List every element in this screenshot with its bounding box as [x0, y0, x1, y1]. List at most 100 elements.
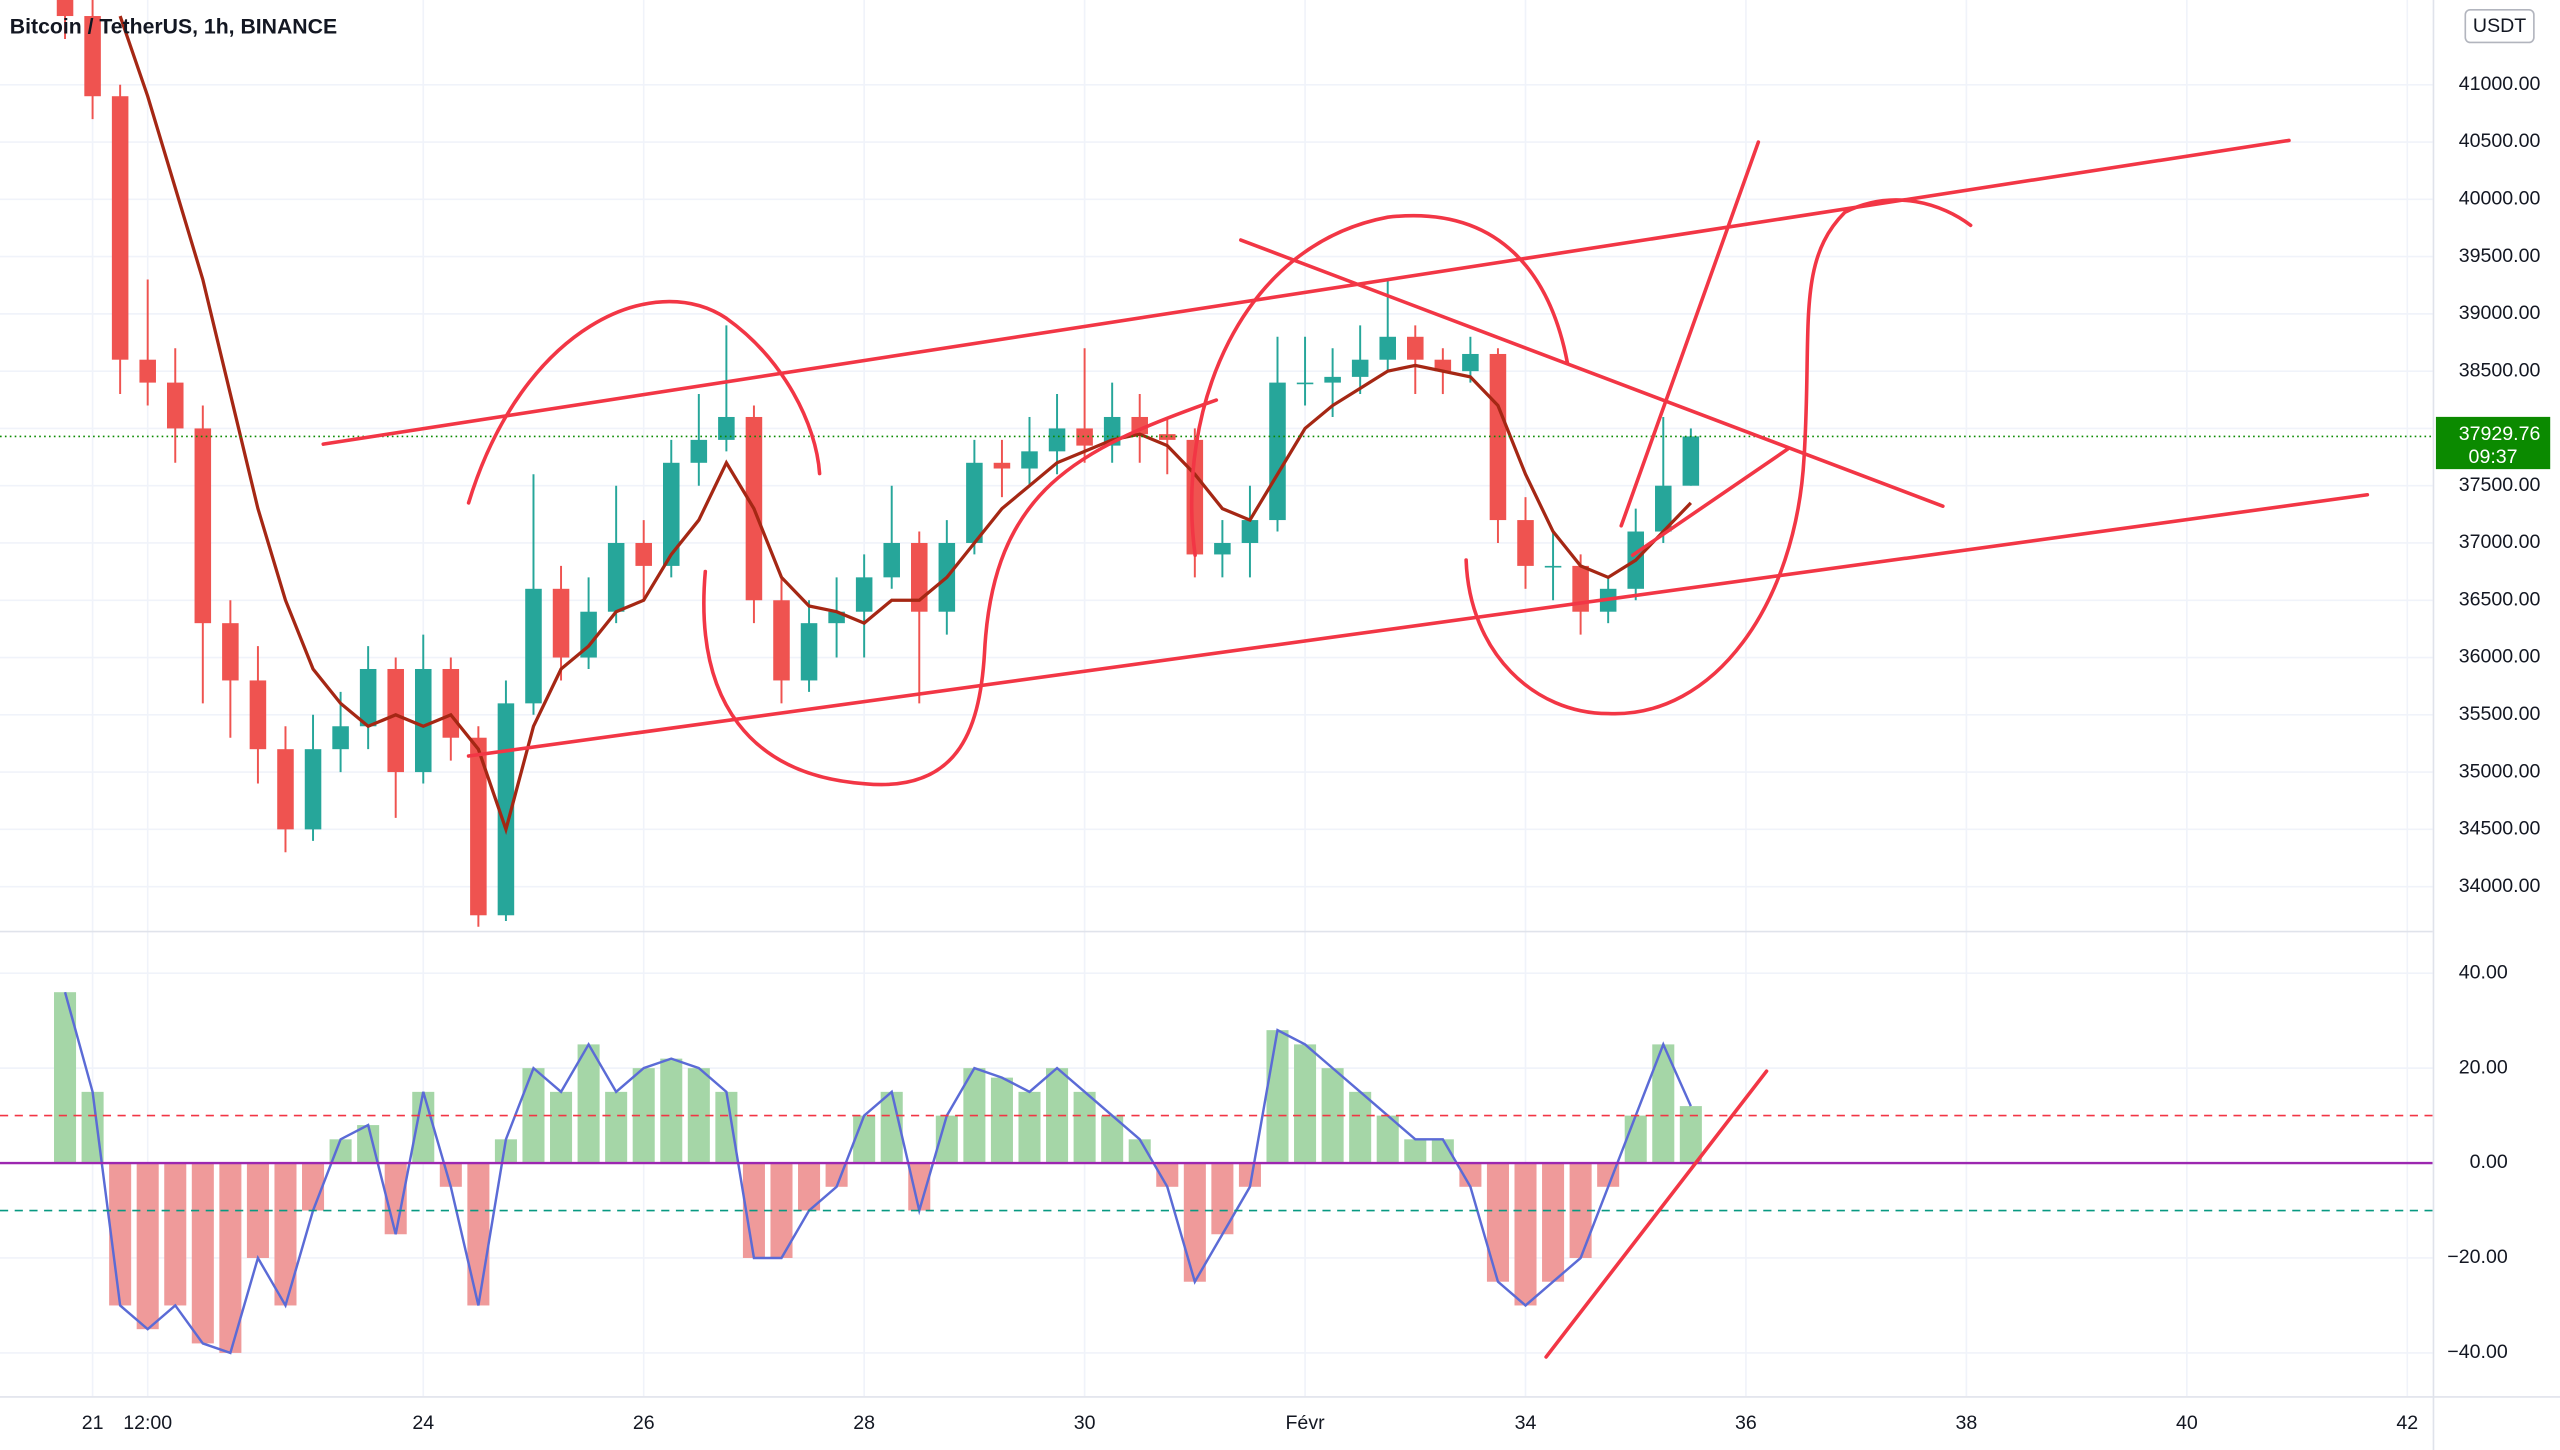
histogram-bar [577, 1044, 600, 1164]
histogram-bar [550, 1091, 573, 1164]
candle-body [1076, 428, 1093, 446]
channel-lower [466, 492, 2370, 758]
y-tick-label: 20.00 [2459, 1056, 2508, 1078]
x-tick-label: 30 [1074, 1412, 1096, 1434]
y-tick-label: 35000.00 [2459, 760, 2541, 782]
candle-body [111, 96, 129, 360]
candle-body [359, 668, 377, 727]
candle-body [194, 428, 212, 624]
histogram-bar [1652, 1044, 1675, 1164]
histogram-bar [1431, 1139, 1454, 1164]
last-price-badge [2435, 416, 2551, 470]
histogram-bar [687, 1068, 710, 1164]
histogram-bar [1486, 1163, 1509, 1282]
histogram-bar [660, 1058, 683, 1164]
y-tick-label: 39000.00 [2459, 302, 2541, 324]
x-tick-label: 42 [2396, 1412, 2418, 1434]
candle-body [607, 542, 625, 612]
histogram-bar [825, 1163, 848, 1187]
y-tick-label: 34500.00 [2459, 818, 2541, 840]
histogram-bar [632, 1068, 655, 1164]
candle-body [580, 611, 597, 658]
candle-body [249, 680, 267, 750]
candle-body [387, 668, 404, 773]
candle-body [277, 749, 294, 830]
candle-body [1682, 436, 1700, 486]
oscillator-line [63, 991, 1692, 1355]
candle-body [497, 703, 515, 916]
histogram-bar [605, 1091, 628, 1164]
histogram-bar [1569, 1163, 1592, 1258]
x-tick-label: 21 [82, 1412, 104, 1434]
histogram-bar [1624, 1115, 1647, 1164]
x-tick-label: Févr [1285, 1412, 1325, 1434]
candle-body [993, 462, 1011, 469]
candle-body [966, 462, 983, 543]
histogram-bar [1073, 1091, 1096, 1164]
histogram-bar [1128, 1139, 1151, 1164]
candle-body [690, 439, 708, 463]
histogram-bar [1266, 1030, 1289, 1164]
candle-body [84, 16, 101, 97]
x-tick-label: 28 [853, 1412, 875, 1434]
last-price-label: 37929.76 [2459, 423, 2541, 445]
y-tick-label: 34000.00 [2459, 875, 2541, 897]
currency: USDT [2473, 15, 2526, 37]
histogram-bar [1183, 1163, 1206, 1282]
candle-body [166, 382, 184, 429]
histogram-bar [494, 1139, 517, 1164]
candle-body [222, 623, 239, 681]
candle-body [1434, 359, 1452, 372]
y-tick-label: 36500.00 [2459, 588, 2541, 610]
histogram-bar [908, 1163, 931, 1211]
histogram-bar [1404, 1139, 1427, 1164]
y-tick-label: 0.00 [2470, 1151, 2508, 1173]
moving-average [118, 15, 1693, 835]
candle-body [1324, 376, 1341, 383]
histogram-bar [136, 1163, 159, 1330]
histogram-bar [357, 1125, 380, 1164]
histogram-bar [715, 1091, 738, 1164]
histogram-bar [1321, 1068, 1344, 1164]
price-pane [0, 0, 2433, 927]
histogram-bar [109, 1163, 132, 1306]
chart-title: Bitcoin / TetherUS, 1h, BINANCE [10, 15, 337, 38]
candle-body [1379, 336, 1396, 360]
histogram-bar [329, 1139, 352, 1164]
candle-body [525, 588, 542, 704]
candle-body [1351, 359, 1369, 377]
trend-line [1544, 1069, 1769, 1359]
countdown: 09:37 [2469, 446, 2518, 468]
candle-body [1462, 353, 1479, 372]
candle-body [662, 462, 680, 566]
histogram-bar [1101, 1115, 1124, 1164]
histogram-bar [1459, 1163, 1482, 1187]
candle-body [1048, 428, 1066, 452]
histogram-bar [1514, 1163, 1537, 1306]
candle-body [414, 668, 432, 773]
candle-body [1296, 382, 1314, 385]
x-tick-label: 38 [1956, 1412, 1978, 1434]
x-tick-label: 12:00 [123, 1412, 172, 1434]
candle-body [304, 749, 322, 830]
trend-line [1619, 140, 1761, 528]
y-tick-label: 40500.00 [2459, 130, 2541, 152]
candle-body [1572, 565, 1589, 612]
grid [0, 0, 2433, 1397]
hand-drawn-arc [1464, 198, 1973, 716]
drawings [321, 138, 2370, 787]
y-tick-label: 40000.00 [2459, 187, 2541, 209]
channel-upper [321, 138, 2291, 446]
y-tick-label: 36000.00 [2459, 646, 2541, 668]
x-tick-label: 26 [633, 1412, 655, 1434]
candle-body [883, 542, 900, 578]
histogram-bar [1238, 1163, 1261, 1187]
histogram-bar [798, 1163, 821, 1211]
candle-body [442, 668, 460, 738]
candle-body [718, 416, 735, 440]
y-tick-label: −40.00 [2447, 1341, 2508, 1363]
trend-line [1630, 447, 1790, 557]
histogram-bar [81, 1091, 104, 1164]
